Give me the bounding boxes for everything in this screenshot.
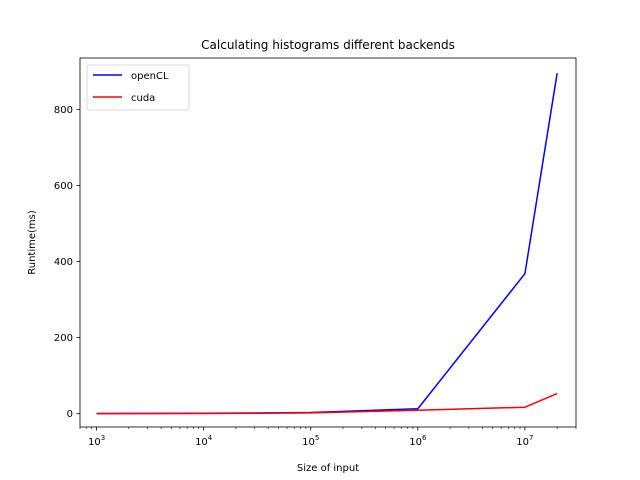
x-tick-label: 107 [516, 434, 533, 448]
legend: openCL cuda [86, 64, 190, 111]
y-tick-label: 0 [67, 409, 73, 420]
x-tick-label: 104 [195, 434, 213, 448]
x-tick-label: 105 [302, 434, 319, 448]
x-tick-label: 103 [88, 434, 105, 448]
y-tick-label: 600 [54, 181, 73, 192]
series-line-cuda [96, 392, 558, 415]
y-axis-title: Runtime(ms) [27, 210, 38, 275]
y-tick-label: 400 [54, 257, 73, 268]
legend-box [86, 64, 190, 111]
plot-frame [79, 57, 577, 428]
y-tick-label: 800 [54, 105, 73, 116]
x-tick-label: 106 [409, 434, 427, 448]
plot-lines [96, 73, 558, 415]
legend-label-cuda: cuda [131, 93, 155, 104]
legend-label-opencl: openCL [131, 71, 169, 82]
x-axis-ticks: 103 104 105 106 107 [79, 427, 577, 448]
y-tick-label: 200 [54, 333, 73, 344]
y-axis-ticks: 0 200 400 600 800 [54, 105, 80, 420]
chart-title: Calculating histograms different backend… [201, 38, 455, 52]
x-axis-title: Size of input [297, 463, 359, 474]
